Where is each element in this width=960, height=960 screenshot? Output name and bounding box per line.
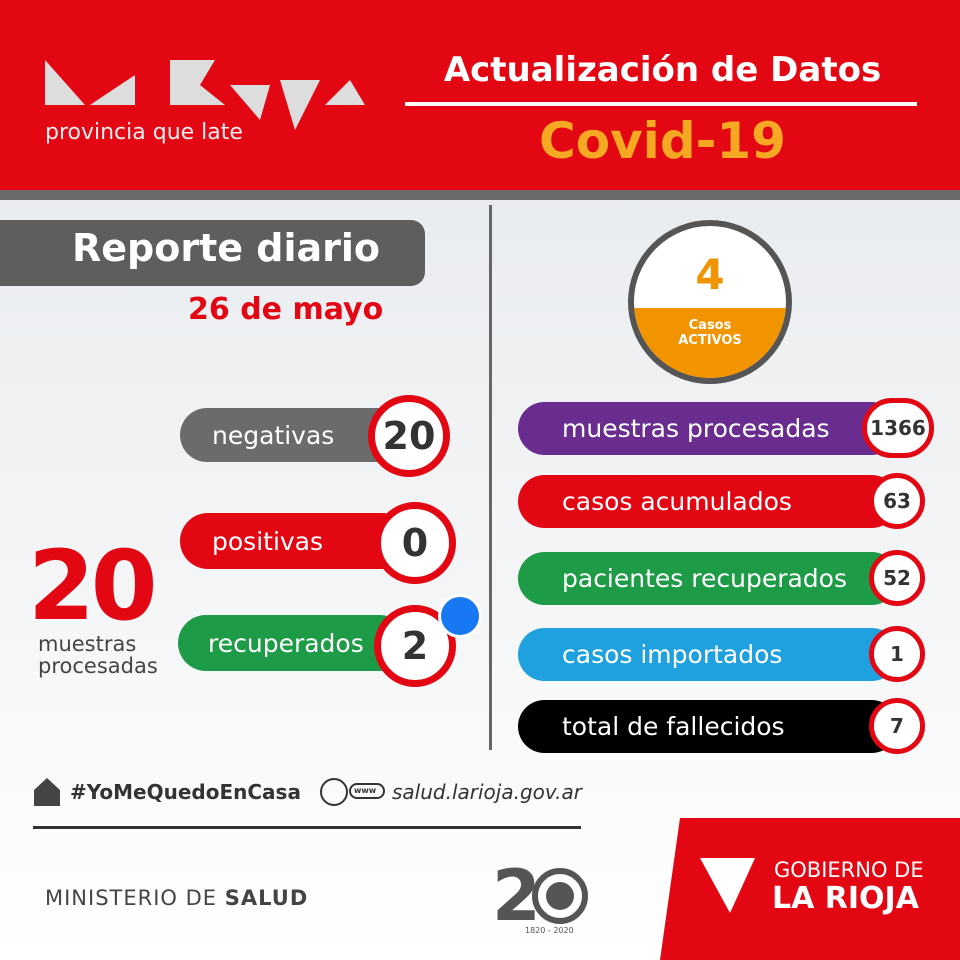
hashtag: #YoMeQuedoEnCasa [70,780,301,804]
divider [489,205,492,750]
summary-value: 1 [869,626,925,682]
gov-line1: GOBIERNO DE [774,858,924,882]
label: ACTIVOS [678,333,742,348]
report-date: 26 de mayo [188,292,384,327]
label: procesadas [38,654,158,678]
report-banner [0,220,425,286]
label: muestras procesadas [562,414,830,443]
label: pacientes recuperados [562,564,847,593]
web-icon [320,778,385,806]
summary-value: 7 [869,698,925,754]
anniversary-logo: 2 [492,858,588,937]
years: 1820 - 2020 [525,926,574,935]
summary-pill: casos acumulados [518,475,898,528]
label: negativas [212,420,335,450]
gov-line2: LA RIOJA [772,881,919,916]
active-circle [628,220,792,384]
website: salud.larioja.gov.ar [392,780,582,804]
summary-value: 63 [869,473,925,529]
title: Actualización de Datos [443,50,882,90]
negativas-value: 20 [368,395,450,477]
gov-badge [660,818,960,960]
www: www [354,786,377,795]
summary-pill: pacientes recuperados [518,552,898,605]
total-label: muestras procesadas [38,633,158,677]
active-fill [634,308,786,378]
label: total de fallecidos [562,712,785,741]
title-rule [405,102,917,106]
home-icon [34,778,60,806]
ministry: MINISTERIO DE SALUD [45,886,308,910]
summary-value: 52 [869,550,925,606]
logo [45,60,365,130]
tagline: provincia que late [45,120,243,145]
label: positivas [212,526,324,556]
label: Casos [688,318,732,333]
summary-value: 1366 [862,398,934,458]
report-title: Reporte diario [72,226,380,270]
active-label: Casos ACTIVOS [630,318,790,348]
footer-rule [33,826,581,829]
label: muestras [38,632,137,656]
label: SALUD [224,886,309,910]
label: casos importados [562,640,783,669]
active-value: 4 [695,250,725,299]
summary-pill: total de fallecidos [518,700,898,753]
positivas-value: 0 [374,502,456,584]
summary-pill: casos importados [518,628,898,681]
header-strip [0,190,960,200]
label: recuperados [208,628,364,658]
summary-pill: muestras procesadas [518,402,898,455]
total-value: 20 [28,530,158,642]
positivas-pill: positivas [180,513,410,569]
subtitle: Covid-19 [539,112,786,170]
label: MINISTERIO DE [45,886,218,910]
label: casos acumulados [562,487,792,516]
like-icon [438,594,482,638]
header [0,0,960,190]
recuperados-pill: recuperados [178,615,408,671]
